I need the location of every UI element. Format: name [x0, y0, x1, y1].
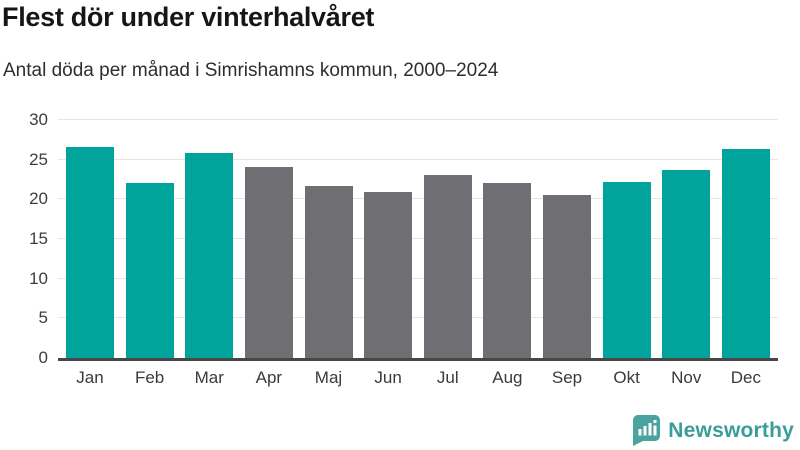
x-tick-label-jan: Jan	[76, 368, 104, 387]
x-axis-labels: Jan Feb Mar Apr Maj Jun Jul Aug Sep Okt Nov Dec	[58, 368, 778, 388]
y-tick-label-30: 30	[29, 110, 48, 129]
y-tick-label-5: 5	[38, 308, 48, 328]
chart-subtitle: Antal döda per månad i Simrishamns kommu…	[3, 60, 499, 81]
chart-title: Flest dör under vinterhalvåret	[2, 2, 375, 32]
gridline-20	[58, 198, 778, 200]
bar-apr	[244, 166, 293, 358]
x-tick-label-apr: Apr	[255, 368, 283, 387]
bar-dec	[721, 149, 770, 358]
bar-okt	[602, 181, 651, 358]
x-axis-line	[58, 358, 778, 361]
bar-feb	[125, 182, 174, 358]
y-tick-label-15: 15	[29, 229, 48, 248]
gridline-10	[58, 277, 778, 279]
x-tick-label-feb: Feb	[134, 368, 165, 387]
x-tick-label-jul: Jul	[436, 368, 459, 387]
bar-aug	[483, 182, 532, 358]
y-tick-label-0: 0	[38, 348, 48, 367]
plot-area	[58, 119, 778, 361]
gridline-30	[58, 119, 778, 120]
x-tick-label-mar: Mar	[194, 368, 224, 387]
x-tick-label-dec: Dec	[730, 368, 761, 387]
bar-sep	[543, 195, 591, 358]
bar-nov	[662, 169, 711, 358]
y-tick-label-20: 20	[29, 189, 48, 209]
newsworthy-logo-text: Newsworthy	[668, 418, 794, 442]
bar-jul	[423, 174, 472, 358]
gridline-15	[58, 238, 778, 239]
newsworthy-logo: Newsworthy	[633, 415, 794, 446]
bar-maj	[304, 185, 353, 358]
bar-mar	[185, 153, 234, 358]
x-tick-label-nov: Nov	[671, 368, 702, 387]
y-tick-label-10: 10	[29, 268, 48, 288]
bar-jun	[364, 192, 413, 358]
bars-container	[58, 120, 778, 358]
x-tick-label-aug: Aug	[492, 368, 523, 387]
gridline-25	[58, 158, 778, 160]
x-tick-label-sep: Sep	[551, 368, 583, 387]
bar-jan	[66, 146, 114, 358]
y-axis: 0 5 10 15 20 25 30	[0, 110, 48, 367]
x-tick-label-okt: Okt	[613, 368, 640, 387]
newsworthy-logo-icon	[633, 415, 661, 446]
y-tick-label-25: 25	[29, 149, 48, 169]
x-tick-label-maj: Maj	[314, 368, 343, 387]
x-tick-label-jun: Jun	[374, 368, 402, 387]
gridline-5	[58, 317, 778, 319]
